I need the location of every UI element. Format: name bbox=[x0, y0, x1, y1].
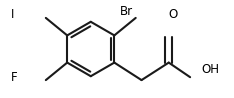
Text: Br: Br bbox=[120, 5, 133, 18]
Text: O: O bbox=[169, 9, 178, 21]
Text: OH: OH bbox=[201, 63, 219, 76]
Text: I: I bbox=[11, 9, 15, 21]
Text: F: F bbox=[11, 71, 18, 84]
